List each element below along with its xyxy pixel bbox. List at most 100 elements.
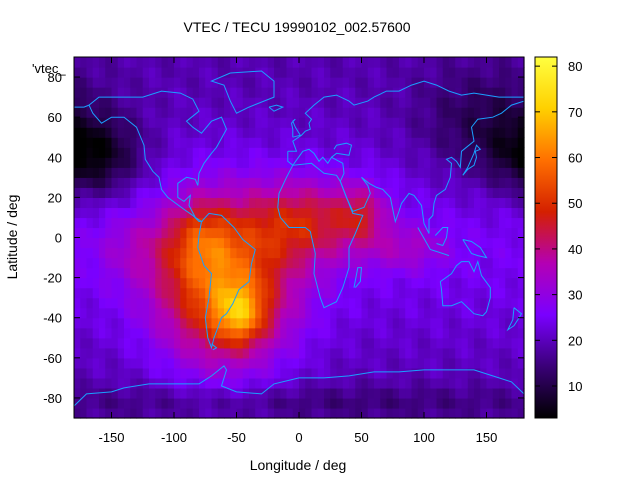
heatmap-cell: [174, 397, 181, 409]
heatmap-cell: [317, 327, 325, 339]
heatmap-cell: [230, 337, 238, 349]
heatmap-cell: [155, 77, 163, 88]
heatmap-cell: [242, 407, 250, 419]
heatmap-cell: [199, 117, 206, 128]
heatmap-cell: [242, 307, 250, 319]
heatmap-cell: [92, 77, 100, 88]
heatmap-cell: [455, 107, 463, 118]
heatmap-cell: [367, 297, 375, 309]
heatmap-cell: [292, 377, 300, 389]
heatmap-cell: [267, 407, 275, 419]
heatmap-cell: [324, 177, 331, 188]
heatmap-cell: [255, 137, 263, 148]
heatmap-cell: [399, 407, 406, 419]
heatmap-cell: [492, 237, 500, 249]
heatmap-cell: [486, 157, 494, 168]
heatmap-cell: [124, 277, 131, 289]
heatmap-cell: [374, 287, 381, 299]
heatmap-cell: [111, 67, 119, 78]
heatmap-cell: [111, 167, 119, 178]
heatmap-cell: [392, 317, 400, 329]
heatmap-cell: [455, 67, 463, 78]
heatmap-cell: [405, 77, 413, 88]
heatmap-cell: [192, 307, 200, 319]
heatmap-cell: [430, 317, 438, 329]
heatmap-cell: [142, 307, 150, 319]
heatmap-cell: [286, 187, 294, 198]
coastline: [268, 104, 285, 112]
heatmap-cell: [74, 307, 81, 319]
heatmap-cell: [355, 137, 363, 148]
heatmap-cell: [461, 77, 469, 88]
heatmap-cell: [380, 97, 388, 108]
heatmap-cell: [99, 97, 106, 108]
heatmap-cell: [380, 297, 388, 309]
heatmap-cell: [292, 287, 300, 299]
heatmap-cell: [311, 387, 319, 399]
heatmap-cell: [80, 97, 88, 108]
heatmap-cell: [99, 67, 106, 78]
heatmap-cell: [424, 257, 431, 269]
heatmap-cell: [192, 347, 200, 359]
heatmap-cell: [105, 187, 113, 198]
heatmap-cell: [280, 377, 288, 389]
heatmap-cell: [205, 297, 213, 309]
heatmap-cell: [392, 227, 400, 239]
heatmap-cell: [499, 127, 506, 138]
heatmap-cell: [205, 67, 213, 78]
heatmap-cell: [167, 177, 175, 188]
heatmap-cell: [249, 297, 256, 309]
heatmap-cell: [449, 237, 456, 249]
heatmap-cell: [199, 307, 206, 319]
heatmap-cell: [349, 387, 356, 399]
heatmap-cell: [467, 357, 475, 369]
heatmap-cell: [249, 187, 256, 198]
heatmap-cell: [361, 127, 369, 138]
heatmap-cell: [499, 257, 506, 269]
heatmap-cell: [74, 117, 81, 128]
heatmap-cell: [174, 237, 181, 249]
heatmap-cell: [192, 167, 200, 178]
heatmap-cell: [399, 127, 406, 138]
heatmap-cell: [417, 177, 425, 188]
heatmap-cell: [124, 227, 131, 239]
heatmap-cell: [117, 67, 125, 78]
heatmap-cell: [299, 297, 306, 309]
heatmap-cell: [161, 267, 169, 279]
heatmap-cell: [367, 327, 375, 339]
heatmap-cell: [255, 177, 263, 188]
heatmap-cell: [392, 357, 400, 369]
heatmap-cell: [255, 397, 263, 409]
heatmap-cell: [311, 397, 319, 409]
heatmap-cell: [105, 407, 113, 419]
heatmap-cell: [117, 387, 125, 399]
heatmap-cell: [124, 327, 131, 339]
heatmap-cell: [280, 197, 288, 209]
heatmap-cell: [199, 87, 206, 98]
heatmap-cell: [417, 157, 425, 168]
heatmap-cell: [86, 347, 94, 359]
heatmap-cell: [511, 207, 519, 219]
heatmap-cell: [292, 117, 300, 128]
heatmap-cell: [292, 277, 300, 289]
heatmap-cell: [155, 377, 163, 389]
heatmap-cell: [511, 167, 519, 178]
heatmap-cell: [261, 357, 269, 369]
heatmap-cell: [355, 227, 363, 239]
heatmap-cell: [292, 147, 300, 158]
heatmap-cell: [486, 237, 494, 249]
heatmap-cell: [136, 137, 144, 148]
heatmap-cell: [355, 177, 363, 188]
heatmap-cell: [99, 297, 106, 309]
heatmap-cell: [455, 207, 463, 219]
heatmap-cell: [136, 107, 144, 118]
heatmap-cell: [399, 357, 406, 369]
heatmap-cell: [211, 397, 219, 409]
heatmap-cell: [386, 327, 394, 339]
heatmap-cell: [349, 137, 356, 148]
heatmap-cell: [386, 227, 394, 239]
heatmap-cell: [111, 247, 119, 259]
heatmap-cell: [180, 237, 188, 249]
heatmap-cell: [349, 377, 356, 389]
heatmap-cell: [86, 167, 94, 178]
